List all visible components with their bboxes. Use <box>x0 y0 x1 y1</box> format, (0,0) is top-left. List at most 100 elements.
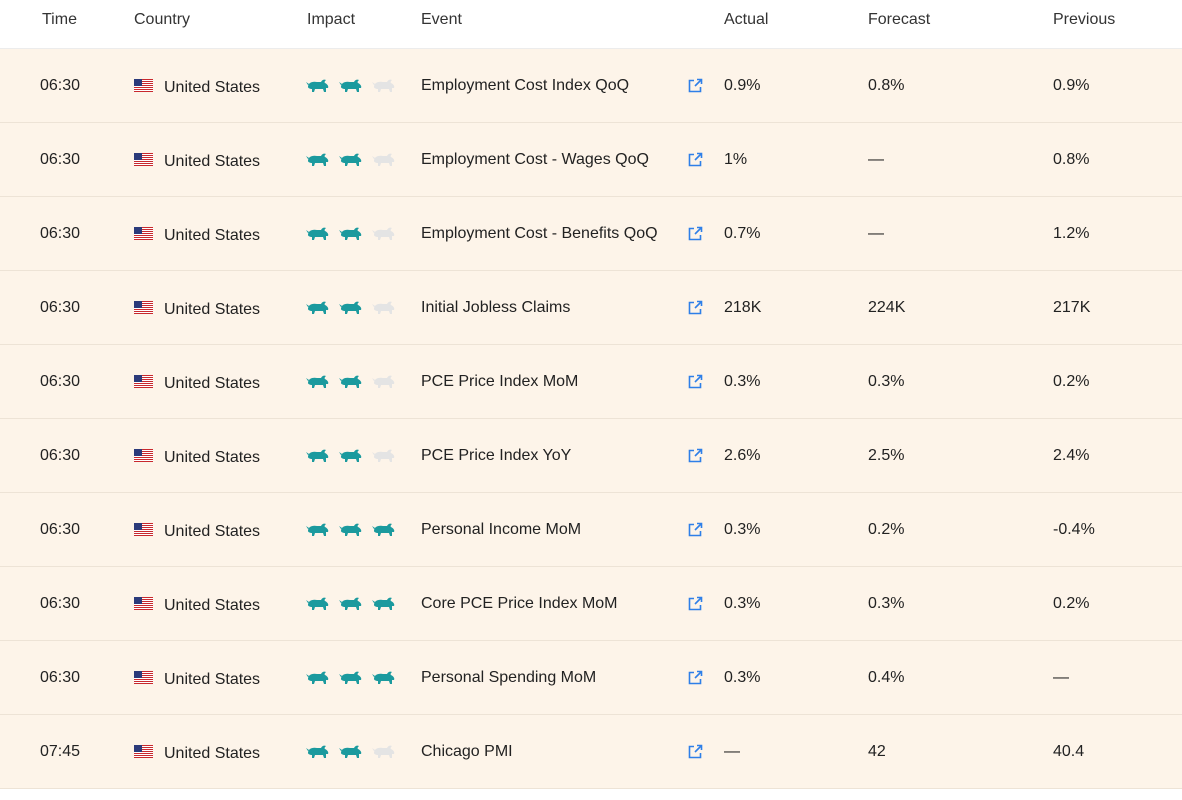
event-link[interactable] <box>688 567 703 640</box>
country-name: United States <box>164 226 261 244</box>
event-link[interactable] <box>688 49 703 122</box>
event-time: 06:30 <box>40 520 81 538</box>
bull-icon <box>339 671 362 684</box>
bull-icon <box>306 153 329 166</box>
event-name: Initial Jobless Claims <box>421 298 571 316</box>
event-link[interactable] <box>688 641 703 714</box>
us-flag-icon <box>134 671 153 684</box>
event-time: 06:30 <box>40 668 81 686</box>
event-link[interactable] <box>688 493 703 566</box>
external-link-icon[interactable] <box>688 670 703 685</box>
previous-value: 0.9% <box>1053 76 1090 94</box>
previous-value: 0.8% <box>1053 150 1090 168</box>
bull-icon <box>339 449 362 462</box>
table-row[interactable]: 06:30 United States Core PCE Price Index… <box>0 567 1182 641</box>
header-previous: Previous <box>1053 11 1116 28</box>
previous-value: 1.2% <box>1053 224 1090 242</box>
external-link-icon[interactable] <box>688 522 703 537</box>
external-link-icon[interactable] <box>688 78 703 93</box>
event-link[interactable] <box>688 271 703 344</box>
us-flag-icon <box>134 79 153 92</box>
actual-value: 0.3% <box>724 668 761 686</box>
event-country: United States <box>134 715 260 788</box>
bull-icon <box>339 227 362 240</box>
table-row[interactable]: 06:30 United States Initial Jobless Clai… <box>0 271 1182 345</box>
event-name: Employment Cost - Benefits QoQ <box>421 224 658 242</box>
bull-icon <box>372 523 395 536</box>
us-flag-icon <box>134 153 153 166</box>
table-row[interactable]: 06:30 United States Employment Cost Inde… <box>0 49 1182 123</box>
event-name: Personal Income MoM <box>421 520 582 538</box>
header-country: Country <box>134 11 191 28</box>
event-link[interactable] <box>688 419 703 492</box>
header-event: Event <box>421 11 462 28</box>
event-time: 07:45 <box>40 742 81 760</box>
actual-value: 0.3% <box>724 594 761 612</box>
event-country: United States <box>134 345 260 418</box>
event-country: United States <box>134 419 260 492</box>
us-flag-icon <box>134 745 153 758</box>
us-flag-icon <box>134 449 153 462</box>
impact-rating <box>306 567 405 640</box>
external-link-icon[interactable] <box>688 226 703 241</box>
bull-icon <box>372 79 395 92</box>
us-flag-icon <box>134 301 153 314</box>
event-link[interactable] <box>688 197 703 270</box>
bull-icon <box>306 449 329 462</box>
event-link[interactable] <box>688 345 703 418</box>
bull-icon <box>339 301 362 314</box>
event-link[interactable] <box>688 715 703 788</box>
table-row[interactable]: 06:30 United States Employment Cost - Wa… <box>0 123 1182 197</box>
country-name: United States <box>164 744 261 762</box>
table-row[interactable]: 07:45 United States Chicago PMI <box>0 715 1182 789</box>
forecast-value: 0.8% <box>868 76 905 94</box>
event-time: 06:30 <box>40 150 81 168</box>
table-row[interactable]: 06:30 United States Personal Income MoM <box>0 493 1182 567</box>
event-country: United States <box>134 123 260 196</box>
bull-icon <box>306 375 329 388</box>
forecast-value: — <box>868 150 884 168</box>
bull-icon <box>306 227 329 240</box>
forecast-value: 0.4% <box>868 668 905 686</box>
external-link-icon[interactable] <box>688 744 703 759</box>
event-country: United States <box>134 493 260 566</box>
table-row[interactable]: 06:30 United States PCE Price Index MoM <box>0 345 1182 419</box>
event-time: 06:30 <box>40 594 81 612</box>
impact-rating <box>306 49 405 122</box>
bull-icon <box>306 301 329 314</box>
country-name: United States <box>164 522 261 540</box>
bull-icon <box>372 745 395 758</box>
bull-icon <box>372 597 395 610</box>
event-name: PCE Price Index YoY <box>421 446 572 464</box>
header-impact: Impact <box>307 11 356 28</box>
event-time: 06:30 <box>40 224 81 242</box>
impact-rating <box>306 493 405 566</box>
external-link-icon[interactable] <box>688 596 703 611</box>
us-flag-icon <box>134 523 153 536</box>
table-row[interactable]: 06:30 United States PCE Price Index YoY <box>0 419 1182 493</box>
bull-icon <box>339 79 362 92</box>
previous-value: — <box>1053 668 1069 686</box>
table-row[interactable]: 06:30 United States Personal Spending Mo… <box>0 641 1182 715</box>
us-flag-icon <box>134 227 153 240</box>
header-time: Time <box>42 11 77 28</box>
bull-icon <box>339 523 362 536</box>
actual-value: 218K <box>724 298 762 316</box>
impact-rating <box>306 271 405 344</box>
event-country: United States <box>134 641 260 714</box>
forecast-value: 2.5% <box>868 446 905 464</box>
external-link-icon[interactable] <box>688 448 703 463</box>
country-name: United States <box>164 78 261 96</box>
table-row[interactable]: 06:30 United States Employment Cost - Be… <box>0 197 1182 271</box>
event-name: Employment Cost Index QoQ <box>421 76 630 94</box>
country-name: United States <box>164 596 261 614</box>
external-link-icon[interactable] <box>688 152 703 167</box>
bull-icon <box>372 153 395 166</box>
actual-value: 0.3% <box>724 520 761 538</box>
actual-value: — <box>724 742 740 760</box>
event-link[interactable] <box>688 123 703 196</box>
external-link-icon[interactable] <box>688 374 703 389</box>
external-link-icon[interactable] <box>688 300 703 315</box>
actual-value: 1% <box>724 150 748 168</box>
event-name: Employment Cost - Wages QoQ <box>421 150 649 168</box>
